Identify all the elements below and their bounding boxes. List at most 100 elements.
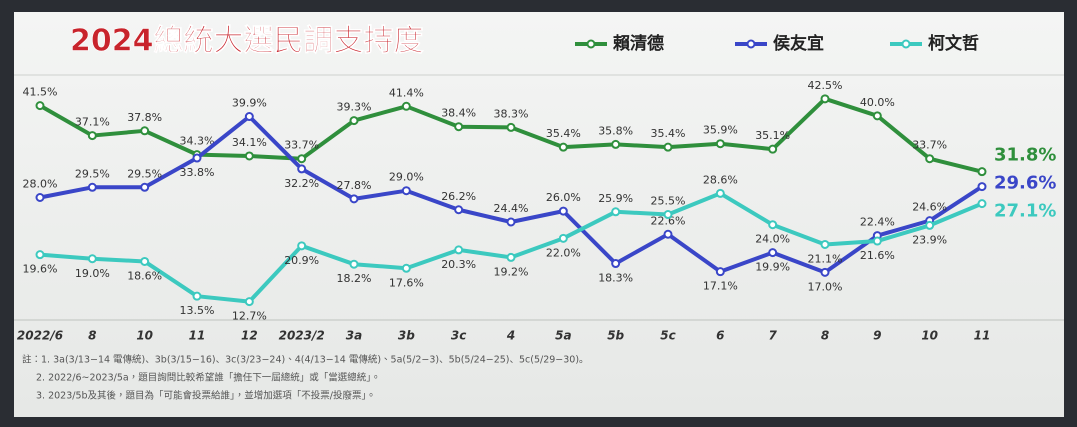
- footnote: 2. 2022/6~2023/5a，題目詢問比較希望誰「擔任下一屆總統」或「當選…: [36, 372, 380, 384]
- value-label: 19.9%: [755, 261, 790, 274]
- data-point: [506, 252, 516, 262]
- value-label: 41.5%: [23, 86, 58, 99]
- data-point: [663, 142, 673, 152]
- value-label: 20.9%: [284, 254, 319, 267]
- value-label: 29.0%: [389, 171, 424, 184]
- data-point: [35, 101, 45, 111]
- value-label: 22.0%: [546, 246, 581, 259]
- value-label: 29.6%: [994, 173, 1056, 194]
- value-label: 39.3%: [337, 101, 372, 114]
- x-tick-label: 5a: [555, 329, 571, 343]
- value-label: 28.0%: [23, 178, 58, 191]
- x-tick-label: 11: [189, 329, 206, 343]
- data-point: [244, 297, 254, 307]
- data-point: [349, 194, 359, 204]
- x-tick-label: 2022/6: [17, 329, 63, 343]
- x-tick-label: 4: [506, 329, 515, 343]
- value-label: 22.6%: [651, 214, 686, 227]
- data-point: [558, 142, 568, 152]
- data-point: [349, 259, 359, 269]
- x-tick-label: 5b: [607, 329, 624, 343]
- x-tick-label: 10: [921, 329, 938, 343]
- value-label: 35.9%: [703, 124, 738, 137]
- legend-marker: [586, 39, 596, 49]
- x-tick-label: 12: [241, 329, 258, 343]
- data-point: [454, 122, 464, 132]
- data-point: [454, 245, 464, 255]
- value-label: 32.2%: [284, 177, 319, 190]
- data-point: [506, 122, 516, 132]
- data-point: [768, 248, 778, 258]
- data-point: [506, 217, 516, 227]
- data-point: [925, 154, 935, 164]
- value-label: 33.8%: [180, 166, 215, 179]
- value-label: 33.7%: [912, 139, 947, 152]
- data-point: [977, 167, 987, 177]
- value-label: 34.1%: [232, 136, 267, 149]
- data-point: [87, 182, 97, 192]
- data-point: [715, 267, 725, 277]
- chart-title: 2024總統大選民調支持度: [70, 24, 424, 59]
- x-tick-label: 6: [716, 329, 724, 343]
- value-label: 40.0%: [860, 96, 895, 109]
- value-label: 21.1%: [808, 252, 843, 265]
- data-point: [925, 220, 935, 230]
- data-point: [192, 153, 202, 163]
- value-label: 35.8%: [598, 124, 633, 137]
- value-label: 12.7%: [232, 310, 267, 323]
- value-label: 27.8%: [337, 179, 372, 192]
- value-label: 34.3%: [180, 135, 215, 148]
- x-tick-label: 3c: [451, 329, 466, 343]
- x-tick-label: 3a: [346, 329, 362, 343]
- data-point: [140, 126, 150, 136]
- value-label: 35.4%: [651, 127, 686, 140]
- data-point: [297, 164, 307, 174]
- value-label: 26.2%: [441, 190, 476, 203]
- value-label: 18.6%: [127, 269, 162, 282]
- data-point: [35, 250, 45, 260]
- legend-label: 侯友宜: [773, 33, 824, 54]
- value-label: 38.3%: [494, 107, 529, 120]
- data-point: [401, 101, 411, 111]
- legend-marker: [746, 39, 756, 49]
- data-point: [663, 210, 673, 220]
- value-label: 28.6%: [703, 173, 738, 186]
- x-tick-label: 3b: [398, 329, 415, 343]
- data-point: [244, 151, 254, 161]
- data-point: [297, 154, 307, 164]
- data-point: [663, 229, 673, 239]
- legend-label: 賴清德: [613, 33, 664, 54]
- value-label: 25.9%: [598, 192, 633, 205]
- data-point: [872, 236, 882, 246]
- data-point: [140, 256, 150, 266]
- x-tick-label: 7: [768, 329, 777, 343]
- data-point: [611, 139, 621, 149]
- value-label: 27.1%: [994, 201, 1056, 222]
- data-point: [35, 193, 45, 202]
- value-label: 17.1%: [703, 280, 738, 293]
- value-label: 22.4%: [860, 216, 895, 229]
- value-label: 21.6%: [860, 249, 895, 262]
- value-label: 37.8%: [127, 111, 162, 124]
- x-tick-label: 11: [974, 329, 991, 343]
- value-label: 38.4%: [441, 107, 476, 120]
- value-label: 24.4%: [494, 202, 529, 215]
- value-label: 25.5%: [651, 195, 686, 208]
- x-tick-label: 10: [136, 329, 153, 343]
- value-label: 13.5%: [180, 304, 215, 317]
- value-label: 18.3%: [598, 272, 633, 285]
- data-point: [558, 233, 568, 243]
- x-tick-label: 5c: [660, 329, 675, 343]
- data-point: [192, 291, 202, 301]
- value-label: 23.9%: [912, 233, 947, 246]
- data-point: [611, 259, 621, 269]
- x-tick-label: 8: [88, 329, 96, 343]
- legend: 賴清德 侯友宜 柯文哲: [575, 33, 979, 54]
- legend-marker: [901, 39, 911, 49]
- data-point: [558, 206, 568, 216]
- data-point: [977, 199, 987, 209]
- value-label: 20.3%: [441, 258, 476, 271]
- value-label: 31.8%: [994, 145, 1056, 166]
- data-point: [401, 186, 411, 196]
